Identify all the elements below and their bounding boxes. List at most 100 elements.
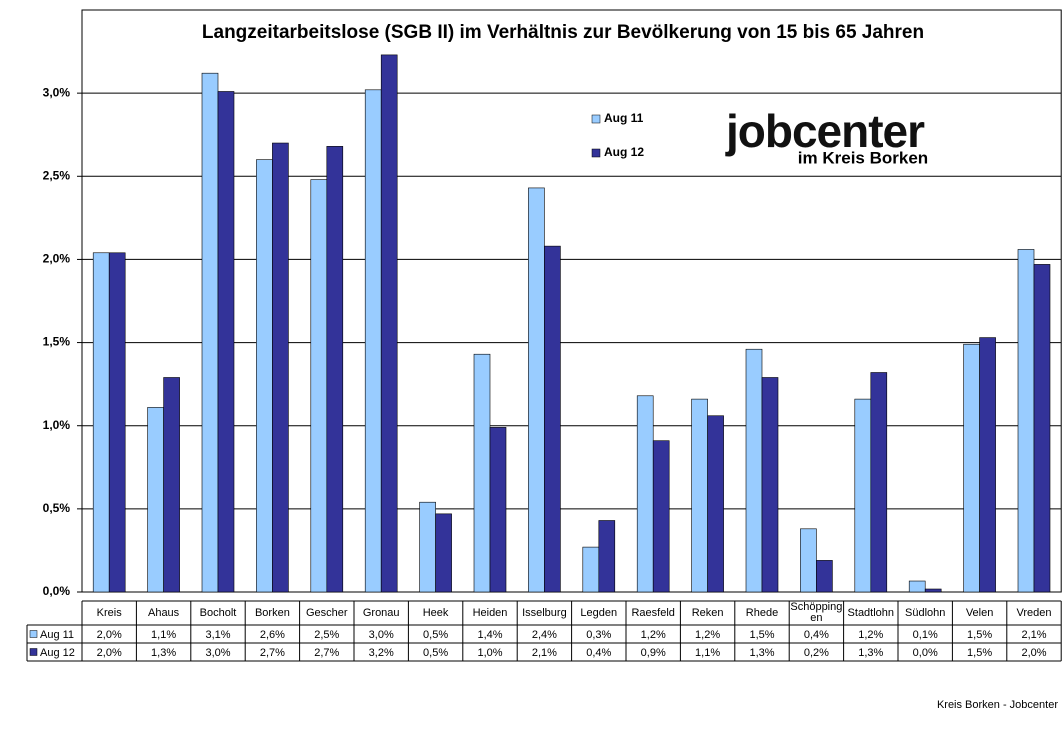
bar xyxy=(636,395,654,593)
y-tick-label: 1,0% xyxy=(43,418,71,432)
x-tick-label: Heek xyxy=(422,606,449,619)
y-tick-label: 0,5% xyxy=(43,501,71,515)
bar xyxy=(816,560,833,593)
bar xyxy=(908,580,926,593)
x-tick-label: Velen xyxy=(965,606,994,619)
value-label: 2,1% xyxy=(1021,629,1046,641)
value-label: 1,0% xyxy=(477,647,502,659)
value-label: 2,6% xyxy=(260,629,285,641)
table-row-label: Aug 12 xyxy=(40,647,75,659)
legend-swatch xyxy=(591,114,601,124)
bar xyxy=(163,377,180,593)
bar xyxy=(598,520,616,593)
table-row-label: Aug 11 xyxy=(40,629,74,641)
value-label: 1,2% xyxy=(695,629,720,641)
x-tick-label-box: Reken xyxy=(691,606,724,619)
x-tick-label: Kreis xyxy=(96,606,122,619)
value-label: 0,4% xyxy=(586,647,611,659)
bar xyxy=(652,440,670,593)
bar xyxy=(1033,264,1051,593)
x-tick-label: Legden xyxy=(580,606,618,619)
bar xyxy=(217,91,235,593)
value-label: 1,5% xyxy=(967,647,992,659)
bar xyxy=(92,252,110,593)
legend-label: Aug 11 xyxy=(604,111,644,125)
value-label: 1,3% xyxy=(749,647,774,659)
value-label: 2,0% xyxy=(97,629,122,641)
bar xyxy=(364,89,382,593)
value-label: 1,5% xyxy=(967,629,992,641)
value-label: 1,3% xyxy=(858,647,883,659)
value-label: 2,7% xyxy=(260,647,285,659)
y-tick-label: 2,0% xyxy=(43,252,71,266)
value-label: 0,5% xyxy=(423,629,448,641)
x-tick-label: Isselburg xyxy=(522,606,567,619)
x-tick-label-box: Vreden xyxy=(1016,606,1052,619)
bar xyxy=(489,427,507,593)
bar xyxy=(435,513,452,593)
x-tick-label-box: Rhede xyxy=(745,606,779,619)
x-tick-label-box: Schöppingen xyxy=(790,602,842,624)
bar xyxy=(745,348,763,593)
legend-label: Aug 12 xyxy=(604,145,644,159)
bar xyxy=(310,179,328,593)
bar xyxy=(761,377,779,593)
value-label: 1,1% xyxy=(151,629,176,641)
x-tick-label: Gescher xyxy=(306,606,348,619)
chart-title: Langzeitarbeitslose (SGB II) im Verhältn… xyxy=(202,22,924,43)
value-label: 1,2% xyxy=(641,629,666,641)
x-tick-label-box: Stadtlohn xyxy=(848,607,894,618)
bar xyxy=(256,159,273,593)
value-label: 0,2% xyxy=(804,647,829,659)
value-label: 0,3% xyxy=(586,629,611,641)
x-tick-label: Reken xyxy=(691,606,724,619)
x-tick-label: Ahaus xyxy=(147,606,180,619)
value-label: 2,5% xyxy=(314,629,339,641)
x-tick-label-box: Kreis xyxy=(96,606,122,619)
bar xyxy=(800,528,817,593)
x-tick-label: Vreden xyxy=(1016,606,1052,619)
x-tick-label-box: Borken xyxy=(254,606,290,619)
value-label: 1,4% xyxy=(477,629,502,641)
logo-text: jobcenter xyxy=(725,105,925,157)
x-tick-label-box: Legden xyxy=(580,606,618,619)
value-label: 2,0% xyxy=(1021,647,1046,659)
bar xyxy=(473,353,491,593)
x-tick-label: Raesfeld xyxy=(631,606,675,619)
x-tick-label: Gronau xyxy=(362,606,400,619)
value-label: 0,5% xyxy=(423,647,448,659)
value-label: 0,1% xyxy=(913,629,938,641)
y-tick-label: 2,5% xyxy=(43,168,71,182)
x-tick-label-box: Südlohn xyxy=(905,606,946,619)
value-label: 2,1% xyxy=(532,647,557,659)
x-tick-label-box: Raesfeld xyxy=(631,606,675,619)
y-tick-label: 1,5% xyxy=(43,335,71,349)
bar xyxy=(147,407,164,593)
legend-key xyxy=(29,630,38,638)
value-label: 2,4% xyxy=(532,629,557,641)
value-label: 1,5% xyxy=(749,629,774,641)
value-label: 2,0% xyxy=(97,647,122,659)
bar xyxy=(108,252,126,593)
value-label: 0,9% xyxy=(641,647,666,659)
bar xyxy=(691,398,708,593)
x-tick-label-box: Bocholt xyxy=(200,607,237,618)
y-tick-label: 0,0% xyxy=(43,584,71,598)
bar xyxy=(963,343,980,593)
value-label: 3,2% xyxy=(369,647,394,659)
x-tick-label-box: Ahaus xyxy=(147,606,180,619)
x-tick-label-box: Heek xyxy=(422,606,449,619)
value-label: 3,0% xyxy=(369,629,394,641)
x-tick-label: Südlohn xyxy=(905,606,946,619)
bar xyxy=(544,245,561,593)
bar xyxy=(924,588,942,593)
bar xyxy=(380,54,398,593)
x-tick-label: Borken xyxy=(254,606,290,619)
value-label: 1,3% xyxy=(151,647,176,659)
value-label: 3,0% xyxy=(205,647,230,659)
x-tick-label: Rhede xyxy=(745,606,779,619)
bar xyxy=(870,372,888,593)
bar xyxy=(582,546,600,593)
bar xyxy=(854,398,872,593)
